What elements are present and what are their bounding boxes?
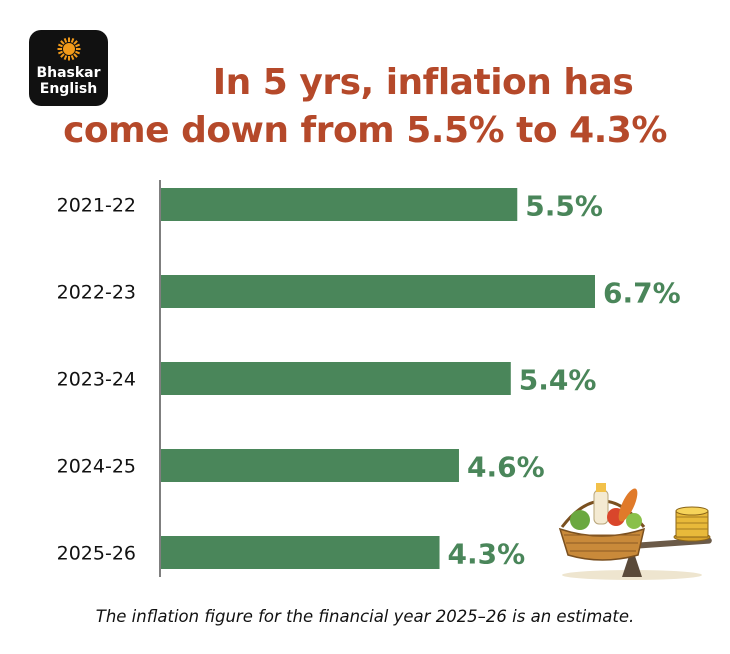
bar <box>161 449 459 482</box>
bar <box>161 275 595 308</box>
footnote: The inflation figure for the financial y… <box>95 607 635 626</box>
headline-line1: In 5 yrs, inflation has <box>212 62 634 103</box>
value-label: 5.5% <box>525 190 603 223</box>
value-label: 5.4% <box>519 364 597 397</box>
category-label: 2025-26 <box>57 543 136 565</box>
category-label: 2023-24 <box>57 369 136 391</box>
food-basket-and-coins-on-balance-scale-icon <box>558 483 712 580</box>
category-label: 2021-22 <box>57 195 136 217</box>
bar <box>161 188 518 221</box>
bar <box>161 362 511 395</box>
sun-icon <box>57 37 81 61</box>
bar <box>161 536 440 569</box>
bhaskar-english-logo: Bhaskar English <box>29 30 108 106</box>
value-label: 4.6% <box>467 451 545 484</box>
category-label: 2022-23 <box>57 282 136 304</box>
category-label: 2024-25 <box>57 456 136 478</box>
value-label: 4.3% <box>448 538 526 571</box>
logo-text-line1: Bhaskar <box>36 65 101 81</box>
logo-text-line2: English <box>39 81 98 97</box>
headline-line2: come down from 5.5% to 4.3% <box>63 110 667 151</box>
value-label: 6.7% <box>603 277 681 310</box>
